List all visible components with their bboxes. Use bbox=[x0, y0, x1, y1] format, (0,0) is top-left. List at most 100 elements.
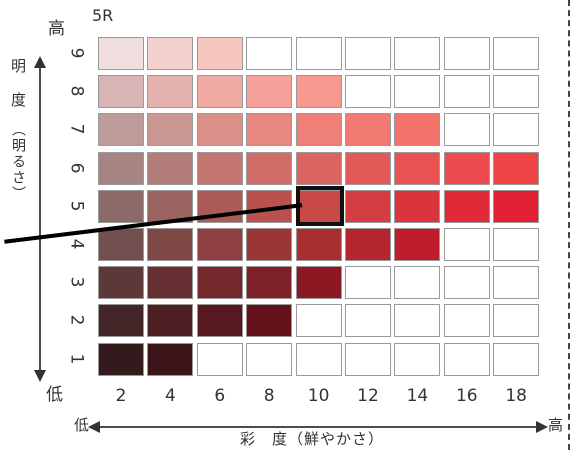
grid-cell bbox=[147, 266, 194, 300]
grid-cell bbox=[147, 113, 194, 147]
grid-cell bbox=[394, 37, 441, 70]
chroma-axis-high-label: 高 bbox=[548, 416, 564, 434]
value-axis-high-label: 高 bbox=[48, 19, 65, 39]
grid-cell bbox=[98, 75, 144, 109]
grid-cell bbox=[246, 304, 293, 338]
highlight-box bbox=[296, 186, 344, 226]
grid-cell bbox=[246, 228, 293, 261]
chroma-axis-low-label: 低 bbox=[74, 416, 90, 434]
dashed-border bbox=[568, 0, 570, 450]
grid-cell bbox=[246, 37, 293, 70]
grid-cell bbox=[196, 37, 243, 70]
value-tick-label: 4 bbox=[66, 238, 87, 250]
grid-cell bbox=[394, 266, 441, 300]
grid-cell bbox=[443, 151, 490, 185]
grid-cell bbox=[493, 189, 540, 223]
grid-cell bbox=[443, 228, 490, 261]
grid-cell bbox=[394, 151, 441, 185]
grid-cell bbox=[345, 151, 391, 185]
chroma-axis-title: 彩 度（鮮やかさ） bbox=[240, 430, 385, 448]
grid-cell bbox=[147, 75, 194, 109]
grid-cell bbox=[295, 266, 342, 300]
grid-cell bbox=[147, 37, 194, 70]
value-tick-label: 8 bbox=[66, 85, 87, 97]
grid-cell bbox=[295, 75, 342, 109]
grid-cell bbox=[196, 342, 243, 376]
chroma-tick-label: 6 bbox=[214, 386, 226, 406]
grid-cell bbox=[295, 37, 342, 70]
grid-cell bbox=[493, 37, 540, 70]
grid-cell bbox=[493, 304, 540, 338]
grid-cell bbox=[345, 189, 391, 223]
grid-cell bbox=[345, 266, 391, 300]
value-tick-label: 2 bbox=[66, 314, 87, 326]
grid-cell bbox=[98, 113, 144, 147]
grid-cell bbox=[394, 113, 441, 147]
grid-cell bbox=[345, 304, 391, 338]
grid-cell bbox=[493, 228, 540, 261]
grid-cell bbox=[443, 266, 490, 300]
value-tick-label: 1 bbox=[66, 353, 87, 365]
grid-cell bbox=[493, 342, 540, 376]
grid-cell bbox=[443, 37, 490, 70]
chroma-tick-label: 12 bbox=[357, 386, 379, 406]
grid-cell bbox=[196, 113, 243, 147]
grid-cell bbox=[394, 75, 441, 109]
value-axis-subtitle: （明るさ） bbox=[10, 122, 26, 202]
chroma-tick-label: 8 bbox=[263, 386, 275, 406]
grid-cell bbox=[98, 189, 144, 223]
grid-cell bbox=[295, 304, 342, 338]
grid-cell bbox=[147, 342, 194, 376]
grid-cell bbox=[246, 266, 293, 300]
grid-cell bbox=[98, 151, 144, 185]
grid-cell bbox=[394, 189, 441, 223]
value-tick-label: 5 bbox=[66, 200, 87, 212]
grid-cell bbox=[394, 304, 441, 338]
grid-cell bbox=[345, 37, 391, 70]
grid-cell bbox=[147, 228, 194, 261]
value-tick-label: 7 bbox=[66, 123, 87, 135]
grid-cell bbox=[345, 75, 391, 109]
hue-label: 5R bbox=[92, 6, 114, 25]
chroma-tick-label: 18 bbox=[505, 386, 527, 406]
grid-cell bbox=[98, 342, 144, 376]
grid-cell bbox=[295, 228, 342, 261]
grid-cell bbox=[147, 151, 194, 185]
grid-cell bbox=[196, 151, 243, 185]
grid-cell bbox=[246, 113, 293, 147]
value-tick-label: 9 bbox=[66, 47, 87, 59]
grid-cell bbox=[493, 266, 540, 300]
grid-cell bbox=[295, 113, 342, 147]
value-axis-low-label: 低 bbox=[46, 385, 63, 405]
grid-cell bbox=[394, 342, 441, 376]
grid-cell bbox=[443, 304, 490, 338]
grid-cell bbox=[443, 113, 490, 147]
grid-cell bbox=[246, 342, 293, 376]
grid-cell bbox=[246, 75, 293, 109]
grid-cell bbox=[295, 342, 342, 376]
grid-cell bbox=[493, 113, 540, 147]
grid-cell bbox=[345, 342, 391, 376]
grid-cell bbox=[295, 151, 342, 185]
value-tick-label: 3 bbox=[66, 276, 87, 288]
grid-cell bbox=[196, 75, 243, 109]
grid-cell bbox=[443, 342, 490, 376]
chroma-tick-label: 10 bbox=[307, 386, 330, 406]
grid-cell bbox=[493, 75, 540, 109]
grid-cell bbox=[98, 37, 144, 70]
grid-cell bbox=[295, 189, 342, 223]
value-axis-title: 明 度 bbox=[9, 58, 27, 109]
grid-cell bbox=[196, 228, 243, 261]
grid-cell bbox=[147, 304, 194, 338]
grid-cell bbox=[345, 113, 391, 147]
chroma-tick-label: 14 bbox=[406, 386, 429, 406]
grid-cell bbox=[443, 189, 490, 223]
value-tick-label: 6 bbox=[66, 162, 87, 174]
grid-cell bbox=[196, 266, 243, 300]
grid-cell bbox=[345, 228, 391, 261]
grid-cell bbox=[98, 266, 144, 300]
grid-cell bbox=[98, 228, 144, 261]
grid-cell bbox=[493, 151, 540, 185]
